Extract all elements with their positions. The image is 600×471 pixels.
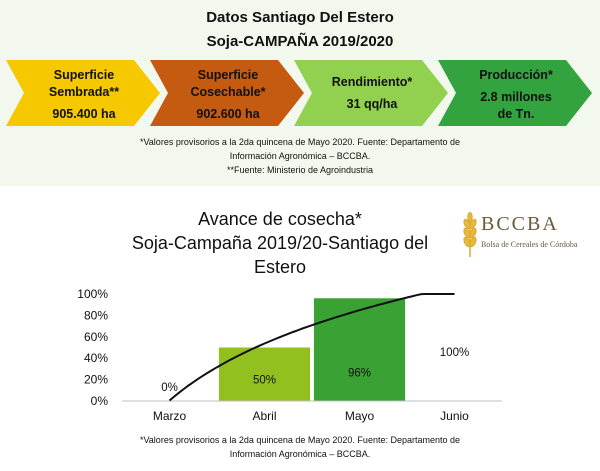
wheat-icon [463, 212, 477, 257]
data-label: 0% [161, 382, 178, 394]
y-tick-label: 20% [84, 373, 108, 387]
summary-chevrons [6, 60, 592, 126]
category-label-marzo: Marzo [153, 409, 187, 423]
card-sown-area-label-1: Superficie [53, 68, 115, 82]
category-label-abril: Abril [252, 409, 276, 423]
data-label: 96% [348, 368, 371, 380]
harvest-progress-chart: 0% 20% 40% 60% 80% 100% 0% 50% 96% 100% Marzo Abril… [77, 287, 502, 423]
card-harvestable-area-label-2: Cosechable* [190, 85, 266, 99]
card-production-value-2: de Tn. [497, 107, 535, 121]
logo-subtitle: Bolsa de Cereales de Córdoba [481, 240, 578, 249]
card-harvestable-area: Superficie Cosechable* 902.600 ha [166, 67, 290, 123]
card-production-value-1: 2.8 millones [480, 90, 552, 104]
bccba-logo [463, 212, 477, 257]
card-sown-area-shape [6, 60, 160, 126]
log-trendline [168, 293, 455, 402]
card-sown-area: Superficie Sembrada** 905.400 ha [22, 67, 146, 123]
data-label: 50% [253, 374, 276, 386]
category-label-junio: Junio [440, 409, 469, 423]
card-yield-value: 31 qq/ha [346, 97, 398, 111]
chart-title-line-2: Soja-Campaña 2019/20-Santiago del [131, 233, 429, 253]
card-yield-label: Rendimiento* [331, 75, 413, 89]
card-harvestable-area-label-1: Superficie [197, 68, 259, 82]
campaign-subtitle: Soja-CAMPAÑA 2019/2020 [206, 33, 394, 50]
y-tick-label: 0% [91, 394, 109, 408]
card-harvestable-area-shape [150, 60, 304, 126]
card-production-shape [438, 60, 592, 126]
data-label: 100% [440, 347, 469, 359]
chart-footnote-2: Información Agronómica – BCCBA. [229, 449, 371, 459]
y-tick-label: 100% [77, 287, 108, 301]
page-title: Datos Santiago Del Estero [206, 9, 394, 26]
card-sown-area-value: 905.400 ha [52, 107, 116, 121]
source-note-2: Información Agronómica – BCCBA. [229, 151, 371, 161]
y-tick-label: 40% [84, 351, 108, 365]
bar-abril [218, 347, 311, 401]
card-harvestable-area-value: 902.600 ha [196, 107, 260, 121]
y-tick-label: 60% [84, 330, 108, 344]
card-yield: Rendimiento* 31 qq/ha [310, 74, 434, 113]
source-note-1: *Valores provisorios a la 2da quincena d… [139, 137, 461, 147]
source-note-3: **Fuente: Ministerio de Agroindustria [226, 165, 374, 175]
card-production: Producción* 2.8 millones de Tn. [454, 67, 578, 123]
category-label-mayo: Mayo [345, 409, 375, 423]
chart-title-line-3: Estero [253, 257, 307, 277]
card-yield-shape [294, 60, 448, 126]
chart-footnote-1: *Valores provisorios a la 2da quincena d… [139, 435, 461, 445]
card-sown-area-label-2: Sembrada** [48, 85, 120, 99]
logo-name: BCCBA [481, 213, 559, 235]
y-tick-label: 80% [84, 308, 108, 322]
chart-title-line-1: Avance de cosecha* [198, 209, 362, 229]
bar-mayo [313, 298, 406, 401]
card-production-label: Producción* [479, 68, 553, 82]
